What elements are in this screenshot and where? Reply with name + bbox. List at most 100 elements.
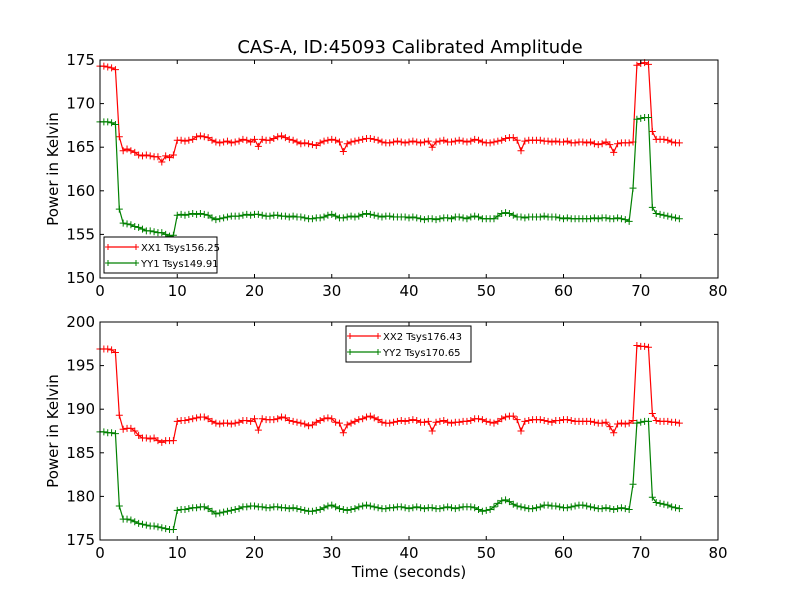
x-tick-label: 50 <box>477 544 496 562</box>
data-point <box>393 417 401 425</box>
data-point <box>266 212 274 220</box>
data-point <box>289 417 297 425</box>
data-point <box>312 141 320 149</box>
data-point <box>625 217 633 225</box>
data-point <box>332 136 340 144</box>
data-point <box>146 152 154 160</box>
data-point <box>656 210 664 218</box>
data-point <box>621 216 629 224</box>
data-point <box>467 213 475 221</box>
data-point <box>475 213 483 221</box>
data-point <box>270 134 278 142</box>
data-point <box>548 418 556 426</box>
data-point <box>335 419 343 427</box>
data-point <box>490 419 498 427</box>
legend-marker <box>105 244 139 250</box>
data-point <box>664 501 672 509</box>
data-point <box>664 136 672 144</box>
data-point <box>324 211 332 219</box>
data-point <box>374 416 382 424</box>
x-tick-label: 0 <box>95 544 105 562</box>
data-point <box>471 504 479 512</box>
data-point <box>138 520 146 528</box>
data-point <box>363 413 371 421</box>
data-point <box>278 132 286 140</box>
data-point <box>374 136 382 144</box>
data-point <box>571 139 579 147</box>
data-point <box>239 135 247 143</box>
data-point <box>420 216 428 224</box>
data-point <box>108 119 116 127</box>
data-point <box>347 419 355 427</box>
data-point <box>513 502 521 510</box>
data-point <box>108 346 116 354</box>
data-point <box>390 138 398 146</box>
data-point <box>409 504 417 512</box>
data-point <box>301 139 309 147</box>
data-point <box>115 502 123 510</box>
data-point <box>189 415 197 423</box>
data-point <box>401 417 409 425</box>
data-point <box>459 137 467 145</box>
data-point <box>254 426 262 434</box>
data-point <box>193 504 201 512</box>
data-point <box>332 418 340 426</box>
data-point <box>328 415 336 423</box>
data-point <box>131 148 139 156</box>
data-point <box>502 134 510 142</box>
data-point <box>355 503 363 511</box>
data-point <box>131 223 139 231</box>
data-point <box>629 417 637 425</box>
data-point <box>177 210 185 218</box>
data-point <box>560 215 567 223</box>
data-point <box>405 417 413 425</box>
data-point <box>517 147 525 155</box>
x-axis-label: Time (seconds) <box>351 563 467 581</box>
data-point <box>359 135 367 143</box>
chart-panel-1: 0 10 20 30 40 50 60 70 80 150 155 160 165 170 175 Power… <box>44 51 728 300</box>
y-tick-label: 150 <box>66 269 95 287</box>
data-point <box>675 215 683 223</box>
data-point <box>104 63 112 71</box>
data-point <box>154 153 162 161</box>
data-point <box>320 504 328 512</box>
legend-box <box>103 236 218 274</box>
data-point <box>281 212 289 220</box>
data-point <box>614 214 622 222</box>
data-point <box>200 503 208 511</box>
data-point <box>486 139 494 147</box>
data-point <box>428 427 436 435</box>
data-point <box>150 228 158 236</box>
data-point <box>297 213 305 221</box>
data-point <box>424 137 432 145</box>
data-point <box>544 501 552 509</box>
data-point <box>475 136 483 144</box>
data-point <box>328 135 336 143</box>
data-point <box>274 503 282 511</box>
data-point <box>467 137 475 145</box>
data-point <box>123 145 131 153</box>
data-point <box>374 212 382 220</box>
x-tick-label: 30 <box>322 282 341 300</box>
data-point <box>220 214 228 222</box>
data-point <box>266 136 274 144</box>
data-point <box>104 345 112 353</box>
data-point <box>579 501 587 509</box>
data-point <box>397 138 405 146</box>
y-tick-label: 175 <box>66 51 95 69</box>
data-point <box>556 214 564 222</box>
data-point <box>115 205 123 213</box>
data-point <box>386 419 394 427</box>
data-point <box>343 213 351 221</box>
data-point <box>397 503 405 511</box>
data-point <box>119 425 127 433</box>
legend: XX2 Tsys176.43 YY2 Tsys170.65 <box>345 325 472 363</box>
data-point <box>108 429 116 437</box>
data-point <box>355 416 363 424</box>
data-point <box>247 211 255 219</box>
data-point <box>386 212 394 220</box>
data-point <box>154 437 162 445</box>
data-point <box>471 212 479 220</box>
data-point <box>641 342 649 350</box>
